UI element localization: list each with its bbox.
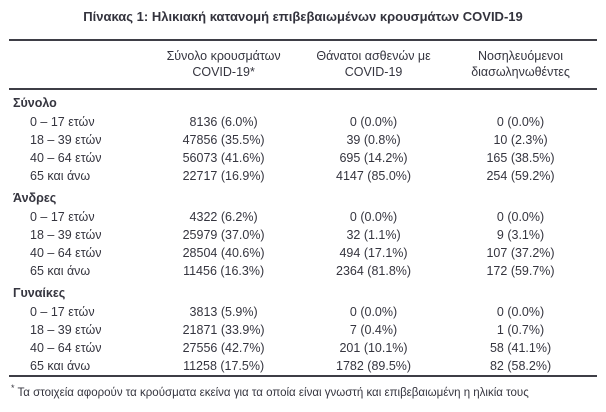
table-row: 18 – 39 ετών 21871 (33.9%) 7 (0.4%) 1 (0… [9,321,597,339]
cell-intubated: 165 (38.5%) [486,151,555,165]
cell-cases: 11456 (16.3%) [183,264,265,278]
table-title: Πίνακας 1: Ηλικιακή κατανομή επιβεβαιωμέ… [83,9,523,24]
cell-intubated: 9 (3.1%) [496,228,545,242]
section-header-men: Άνδρες [9,185,597,208]
age-group-label: 0 – 17 ετών [30,210,95,224]
age-group-label: 40 – 64 ετών [30,151,102,165]
col-header-intubated-line1: Νοσηλευόμενοι [478,49,564,63]
cell-deaths: 494 (17.1%) [339,246,408,260]
cell-cases: 11258 (17.5%) [183,359,265,373]
cell-deaths: 695 (14.2%) [339,151,408,165]
col-header-deaths-line2: COVID-19 [344,65,403,79]
section-header-women: Γυναίκες [9,280,597,303]
cell-cases: 22717 (16.9%) [182,169,265,183]
footnote-text: Τα στοιχεία αφορούν τα κρούσματα εκείνα … [17,386,529,399]
footnote-asterisk-marker: * [11,383,15,393]
cell-deaths: 2364 (81.8%) [336,264,412,278]
cell-intubated: 10 (2.3%) [493,133,548,147]
header-row: Σύνολο κρουσμάτων COVID-19* Θάνατοι ασθε… [9,40,597,89]
col-header-total-cases: Σύνολο κρουσμάτων COVID-19* [144,40,303,89]
cell-deaths: 0 (0.0%) [349,305,398,319]
table-row: 18 – 39 ετών 47856 (35.5%) 39 (0.8%) 10 … [9,131,597,149]
age-group-label: 18 – 39 ετών [30,323,102,337]
cell-deaths: 0 (0.0%) [349,210,398,224]
cell-cases: 56073 (41.6%) [182,151,265,165]
col-header-empty [9,40,144,89]
col-header-total-cases-line2: COVID-19* [192,65,255,79]
cell-intubated: 254 (59.2%) [486,169,555,183]
cell-deaths: 4147 (85.0%) [336,169,412,183]
col-header-intubated-line2: διασωληνωθέντες [471,65,570,79]
cell-intubated: 82 (58.2%) [489,359,552,373]
section-label: Σύνολο [13,96,57,110]
age-group-label: 18 – 39 ετών [30,133,102,147]
table-row: 65 και άνω 11258 (17.5%) 1782 (89.5%) 82… [9,357,597,376]
cell-deaths: 39 (0.8%) [346,133,401,147]
cell-cases: 21871 (33.9%) [182,323,265,337]
table-row: 40 – 64 ετών 56073 (41.6%) 695 (14.2%) 1… [9,149,597,167]
cell-deaths: 1782 (89.5%) [336,359,412,373]
table-row: 65 και άνω 22717 (16.9%) 4147 (85.0%) 25… [9,167,597,185]
cell-intubated: 1 (0.7%) [496,323,545,337]
table-row: 18 – 39 ετών 25979 (37.0%) 32 (1.1%) 9 (… [9,226,597,244]
cell-deaths: 201 (10.1%) [339,341,408,355]
section-header-total: Σύνολο [9,89,597,113]
cell-intubated: 58 (41.1%) [489,341,552,355]
age-group-label: 0 – 17 ετών [30,115,95,129]
table-row: 40 – 64 ετών 27556 (42.7%) 201 (10.1%) 5… [9,339,597,357]
col-header-intubated: Νοσηλευόμενοι διασωληνωθέντες [444,40,597,89]
table-row: 0 – 17 ετών 4322 (6.2%) 0 (0.0%) 0 (0.0%… [9,208,597,226]
cell-cases: 4322 (6.2%) [189,210,258,224]
table-row: 0 – 17 ετών 3813 (5.9%) 0 (0.0%) 0 (0.0%… [9,303,597,321]
table-row: 65 και άνω 11456 (16.3%) 2364 (81.8%) 17… [9,262,597,280]
section-label: Άνδρες [13,191,57,205]
cell-cases: 47856 (35.5%) [182,133,265,147]
cell-cases: 8136 (6.0%) [189,115,258,129]
cell-cases: 28504 (40.6%) [182,246,265,260]
cell-intubated: 0 (0.0%) [496,305,545,319]
footnote: * Τα στοιχεία αφορούν τα κρούσματα εκείνα… [11,383,606,399]
age-group-label: 65 και άνω [30,359,91,373]
col-header-deaths-line1: Θάνατοι ασθενών με [316,49,431,63]
table-row: 0 – 17 ετών 8136 (6.0%) 0 (0.0%) 0 (0.0%… [9,113,597,131]
cell-deaths: 7 (0.4%) [349,323,398,337]
cell-intubated: 107 (37.2%) [486,246,555,260]
cell-deaths: 32 (1.1%) [346,228,401,242]
age-group-label: 40 – 64 ετών [30,246,102,260]
cell-cases: 3813 (5.9%) [189,305,258,319]
cell-intubated: 172 (59.7%) [486,264,555,278]
age-group-label: 65 και άνω [30,264,91,278]
covid-age-distribution-table: Σύνολο κρουσμάτων COVID-19* Θάνατοι ασθε… [9,39,597,377]
age-group-label: 0 – 17 ετών [30,305,95,319]
cell-cases: 25979 (37.0%) [182,228,265,242]
age-group-label: 18 – 39 ετών [30,228,102,242]
cell-cases: 27556 (42.7%) [182,341,265,355]
cell-intubated: 0 (0.0%) [496,210,545,224]
section-label: Γυναίκες [13,286,66,300]
cell-deaths: 0 (0.0%) [349,115,398,129]
age-group-label: 65 και άνω [30,169,91,183]
col-header-total-cases-line1: Σύνολο κρουσμάτων [166,49,281,63]
cell-intubated: 0 (0.0%) [496,115,545,129]
table-row: 40 – 64 ετών 28504 (40.6%) 494 (17.1%) 1… [9,244,597,262]
col-header-deaths: Θάνατοι ασθενών με COVID-19 [303,40,444,89]
age-group-label: 40 – 64 ετών [30,341,102,355]
